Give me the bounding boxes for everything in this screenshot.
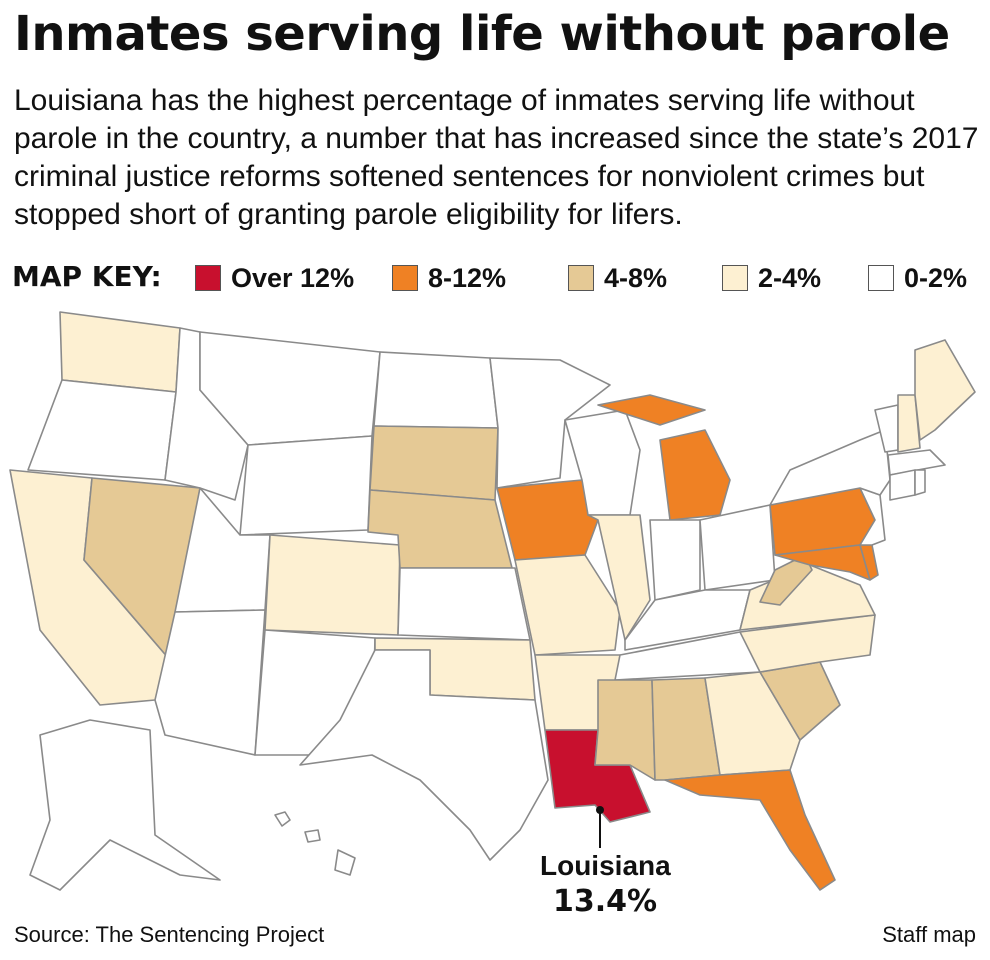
state-washington	[59, 311, 181, 393]
callout-state-name: Louisiana	[540, 850, 671, 881]
legend-item-over-12: Over 12%	[195, 262, 354, 294]
map-legend: MAP KEY: Over 12% 8-12% 4-8% 2-4% 0-2%	[10, 258, 985, 298]
state-oregon	[27, 379, 177, 481]
legend-item-4-8: 4-8%	[568, 262, 667, 294]
state-south-dakota	[369, 425, 499, 501]
state-texas	[299, 649, 549, 861]
state-ohio	[699, 504, 776, 591]
state-georgia	[704, 671, 801, 776]
state-massachusetts	[887, 449, 946, 476]
state-maryland	[774, 544, 871, 581]
credit-note: Staff map	[882, 922, 976, 947]
legend-label: Over 12%	[231, 262, 355, 293]
state-missouri	[514, 554, 621, 656]
legend-item-8-12: 8-12%	[392, 262, 506, 294]
legend-label: 4-8%	[604, 262, 668, 293]
state-minnesota	[489, 357, 611, 489]
legend-title: MAP KEY:	[12, 260, 162, 293]
state-connecticut	[889, 469, 916, 501]
state-arizona	[154, 609, 266, 756]
legend-swatch	[722, 265, 748, 291]
legend-swatch	[868, 265, 894, 291]
state-maine	[914, 339, 976, 441]
legend-swatch	[568, 265, 594, 291]
state-mississippi	[594, 679, 656, 781]
state-kansas	[397, 567, 531, 641]
callout-value: 13.4%	[553, 884, 658, 919]
state-north-dakota	[373, 351, 499, 429]
legend-swatch	[195, 265, 221, 291]
state-indiana	[649, 519, 701, 601]
state-alaska	[29, 719, 221, 891]
legend-label: 0-2%	[904, 262, 968, 293]
subtitle: Louisiana has the highest percentage of …	[14, 84, 979, 231]
state-colorado	[264, 534, 401, 636]
legend-item-0-2: 0-2%	[868, 262, 967, 294]
state-florida	[664, 769, 836, 891]
state-illinois	[587, 514, 651, 641]
page-title: Inmates serving life without parole	[14, 6, 950, 62]
legend-item-2-4: 2-4%	[722, 262, 821, 294]
legend-label: 2-4%	[758, 262, 822, 293]
state-wyoming	[239, 435, 373, 536]
legend-label: 8-12%	[428, 262, 507, 293]
callout-dot	[596, 806, 604, 814]
state-new-hampshire	[897, 394, 921, 453]
state-iowa	[496, 479, 599, 561]
legend-swatch	[392, 265, 418, 291]
state-rhode-island	[914, 469, 926, 496]
source-note: Source: The Sentencing Project	[14, 922, 325, 947]
state-hawaii	[274, 811, 356, 876]
